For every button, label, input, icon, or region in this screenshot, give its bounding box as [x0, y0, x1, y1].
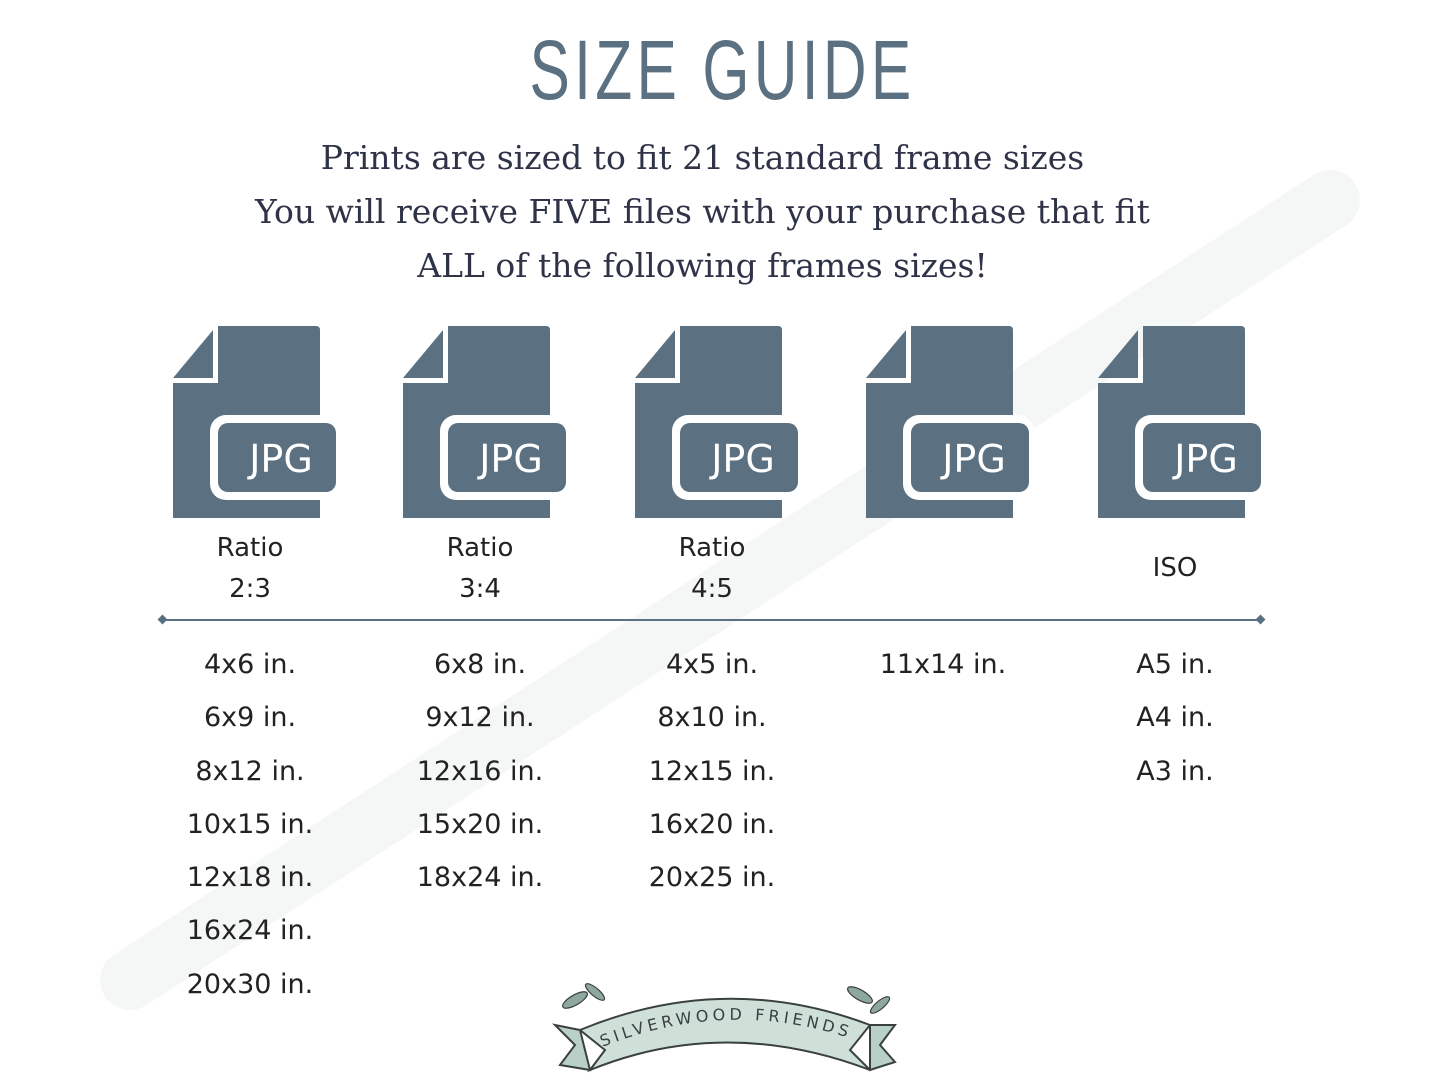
divider-line [163, 619, 1261, 621]
subtitle-line-1: Prints are sized to fit 21 standard fram… [320, 138, 1085, 177]
ratio-label: ISO [1152, 553, 1198, 583]
size-item: 20x30 in. [186, 968, 314, 1000]
size-item: 4x5 in. [665, 649, 759, 680]
ratio-label: Ratio [678, 533, 746, 563]
divider-end-left [157, 614, 168, 625]
size-item: 20x25 in. [648, 862, 776, 894]
size-list: 6x8 in. 9x12 in. 12x16 in. 15x20 in. 18x24 i… [370, 643, 590, 909]
size-item: 16x20 in. [648, 808, 776, 840]
size-item: 16x24 in. [186, 915, 314, 947]
ratio-value: 3:4 [459, 574, 501, 604]
size-list: A5 in. A4 in. A3 in. [1065, 643, 1285, 803]
ratio-value: 4:5 [691, 574, 733, 604]
size-item: A4 in. [1136, 702, 1214, 734]
subtitle-line-3: ALL of the following frames sizes! [417, 246, 988, 285]
size-list: 11x14 in. [833, 643, 1053, 696]
size-item: 12x18 in. [186, 862, 314, 894]
subtitle-line-2: You will receive FIVE files with your pu… [255, 192, 1150, 231]
size-item: 12x16 in. [416, 755, 544, 787]
jpg-badge-text: JPG [940, 437, 1006, 481]
size-item: 8x10 in. [657, 702, 767, 734]
size-item: 6x9 in. [203, 702, 297, 734]
jpg-file-icon: JPG [173, 326, 343, 520]
jpg-file-icon: JPG [403, 326, 573, 520]
size-list: 4x6 in. 6x9 in. 8x12 in. 10x15 in. 12x18 in.… [140, 643, 360, 1016]
size-item: A3 in. [1136, 755, 1214, 787]
size-item: 11x14 in. [879, 649, 1007, 680]
jpg-file-icon: JPG [1098, 326, 1268, 520]
size-item: 9x12 in. [425, 702, 535, 734]
size-item: 8x12 in. [195, 755, 305, 787]
size-item: 18x24 in. [416, 862, 544, 894]
jpg-file-icon: JPG [866, 326, 1036, 520]
silverwood-friends-logo: SILVERWOOD FRIENDS [550, 970, 900, 1089]
size-item: 12x15 in. [648, 755, 776, 787]
jpg-badge-text: JPG [709, 437, 775, 481]
page-title: SIZE GUIDE [529, 23, 916, 117]
size-item: 4x6 in. [203, 649, 297, 680]
divider-end-right [1255, 614, 1266, 625]
jpg-file-icon: JPG [635, 326, 805, 520]
jpg-badge-text: JPG [247, 437, 313, 481]
ratio-label: Ratio [216, 533, 284, 563]
ratio-value: 2:3 [229, 574, 271, 604]
size-item: 10x15 in. [186, 808, 314, 840]
size-list: 4x5 in. 8x10 in. 12x15 in. 16x20 in. 20x25 i… [602, 643, 822, 909]
jpg-badge-text: JPG [1172, 437, 1238, 481]
size-item: 15x20 in. [416, 808, 544, 840]
ratio-label: Ratio [446, 533, 514, 563]
size-item: 6x8 in. [433, 649, 527, 680]
size-item: A5 in. [1136, 649, 1214, 680]
jpg-badge-text: JPG [477, 437, 543, 481]
